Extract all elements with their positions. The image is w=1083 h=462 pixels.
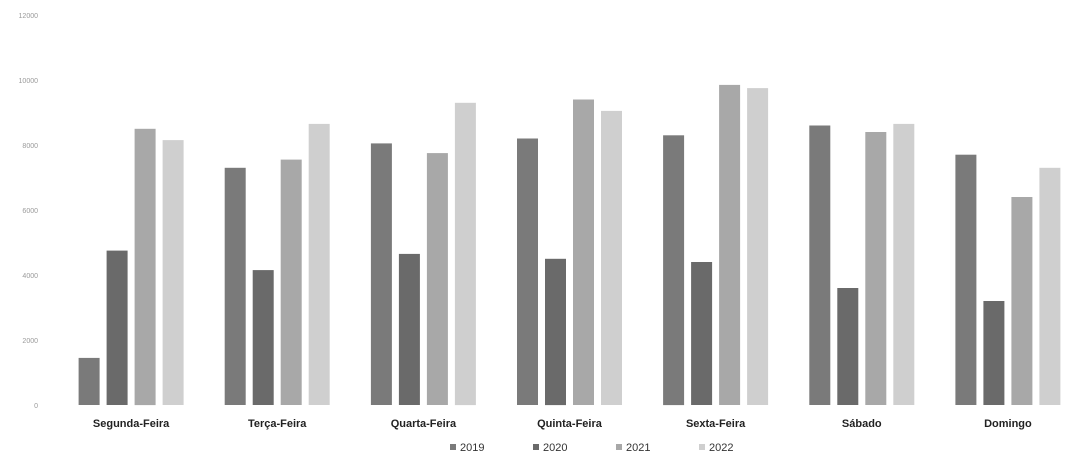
bar-2019-1 <box>224 167 246 405</box>
legend-label-2020: 2020 <box>543 442 567 454</box>
x-axis: Segunda-Feira Terça-Feira Quarta-Feira Quin… <box>93 418 1032 430</box>
bar-2022-4 <box>747 88 769 405</box>
legend: 2019 2020 2021 2022 <box>450 442 733 454</box>
bar-2019-2 <box>370 143 392 405</box>
y-tick-label: 2000 <box>22 338 38 345</box>
bar-2021-1 <box>280 159 302 405</box>
x-tick-label: Domingo <box>984 418 1032 430</box>
bar-2022-0 <box>162 140 184 405</box>
bar-2019-4 <box>663 135 685 406</box>
x-tick-label: Sexta-Feira <box>686 418 746 430</box>
x-tick-label: Segunda-Feira <box>93 418 170 430</box>
bar-2021-6 <box>1011 197 1033 405</box>
bar-2022-6 <box>1039 167 1061 405</box>
x-tick-label: Quarta-Feira <box>391 418 457 430</box>
bar-2021-3 <box>573 99 594 405</box>
bar-2022-2 <box>454 102 476 406</box>
bar-2020-6 <box>983 301 1005 405</box>
legend-swatch-2022 <box>699 444 705 450</box>
bar-2021-0 <box>134 128 156 406</box>
bar-2020-4 <box>691 262 713 405</box>
y-tick-label: 4000 <box>22 273 38 280</box>
bar-2019-0 <box>78 357 100 405</box>
y-tick-label: 12000 <box>19 13 39 20</box>
bar-2021-2 <box>426 153 448 405</box>
bar-2021-5 <box>865 132 887 405</box>
y-tick-label: 6000 <box>22 208 38 215</box>
bar-2022-5 <box>893 123 915 406</box>
bar-2020-3 <box>545 258 566 406</box>
bar-2020-5 <box>837 288 859 405</box>
y-tick-label: 8000 <box>22 143 38 150</box>
bar-2020-2 <box>398 253 420 405</box>
legend-swatch-2020 <box>533 444 539 450</box>
bar-2020-1 <box>252 270 274 405</box>
bars <box>78 84 1061 406</box>
bar-2022-1 <box>308 123 330 406</box>
bar-2019-3 <box>517 138 538 405</box>
y-axis: 0 2000 4000 6000 8000 10000 12000 <box>19 13 39 410</box>
legend-label-2021: 2021 <box>626 442 650 454</box>
x-tick-label: Quinta-Feira <box>537 418 603 430</box>
legend-swatch-2021 <box>616 444 622 450</box>
legend-label-2022: 2022 <box>709 442 733 454</box>
x-tick-label: Terça-Feira <box>248 418 307 430</box>
bar-2020-0 <box>106 250 128 405</box>
legend-label-2019: 2019 <box>460 442 484 454</box>
x-tick-label: Sábado <box>842 418 882 430</box>
bar-2019-5 <box>809 125 831 405</box>
bar-2019-6 <box>955 154 977 405</box>
bar-2022-3 <box>601 110 622 406</box>
legend-swatch-2019 <box>450 444 456 450</box>
y-tick-label: 0 <box>34 403 38 410</box>
y-tick-label: 10000 <box>19 78 39 85</box>
bar-2021-4 <box>719 84 741 406</box>
